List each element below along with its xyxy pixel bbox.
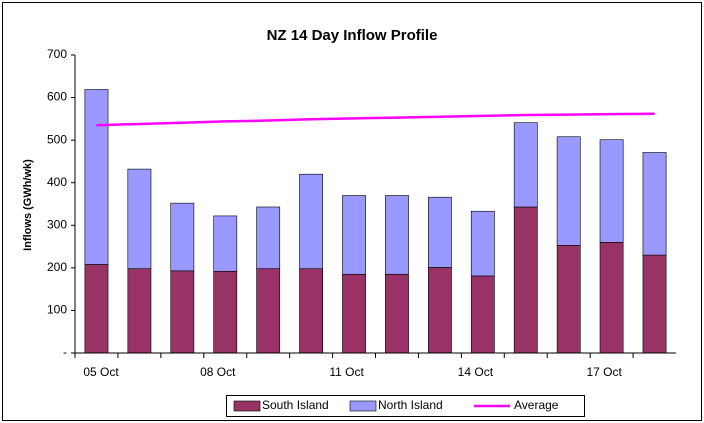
chart-title: NZ 14 Day Inflow Profile — [267, 27, 438, 44]
y-tick-label: 700 — [47, 47, 67, 61]
y-tick-label: - — [63, 345, 67, 359]
y-tick-label: 200 — [47, 260, 67, 274]
legend-swatch — [349, 400, 377, 412]
x-tick-label: 11 Oct — [329, 365, 364, 379]
y-tick-label: 600 — [47, 90, 67, 104]
bar-segment — [513, 206, 538, 354]
x-tick-label: 14 Oct — [458, 365, 494, 379]
bar-segment — [213, 215, 238, 272]
legend-label: South Island — [262, 398, 329, 412]
bar-segment — [599, 139, 624, 243]
bar-segment — [299, 173, 323, 270]
bar-segment — [213, 270, 238, 354]
legend-label: Average — [514, 398, 559, 412]
bar-segment — [599, 242, 624, 354]
bar-segment — [642, 152, 667, 256]
x-tick-label: 17 Oct — [586, 365, 622, 379]
y-tick-label: 400 — [47, 175, 67, 189]
bar-segment — [385, 273, 409, 354]
bar-segment — [170, 202, 195, 272]
bar-segment — [342, 195, 366, 275]
bar-segment — [556, 136, 581, 246]
x-tick-label: 05 Oct — [83, 365, 119, 379]
bar-segment — [256, 268, 281, 354]
y-tick-label: 500 — [47, 132, 67, 146]
y-tick-label: 300 — [47, 217, 67, 231]
bar-segment — [84, 264, 109, 354]
y-axis-label: Inflows (GWh/wk) — [22, 159, 34, 251]
bar-segment — [428, 267, 452, 354]
bar-segment — [428, 196, 452, 268]
bar-segment — [170, 270, 195, 354]
bar-segment — [470, 275, 495, 354]
bar-segment — [556, 244, 581, 354]
x-tick-label: 08 Oct — [200, 365, 236, 379]
legend-box — [226, 395, 585, 417]
line-series — [96, 112, 655, 127]
bar-segment — [342, 273, 366, 354]
bar-segment — [513, 122, 538, 208]
bar-segment — [84, 89, 109, 265]
bar-segment — [127, 268, 152, 354]
bar-segment — [385, 195, 409, 275]
y-tick-label: 100 — [47, 303, 67, 317]
bar-segment — [642, 254, 667, 354]
bar-segment — [256, 206, 281, 270]
bar-segment — [299, 268, 323, 354]
legend-swatch — [233, 400, 261, 412]
legend-label: North Island — [378, 398, 443, 412]
bar-segment — [470, 210, 495, 277]
bar-segment — [127, 168, 152, 270]
